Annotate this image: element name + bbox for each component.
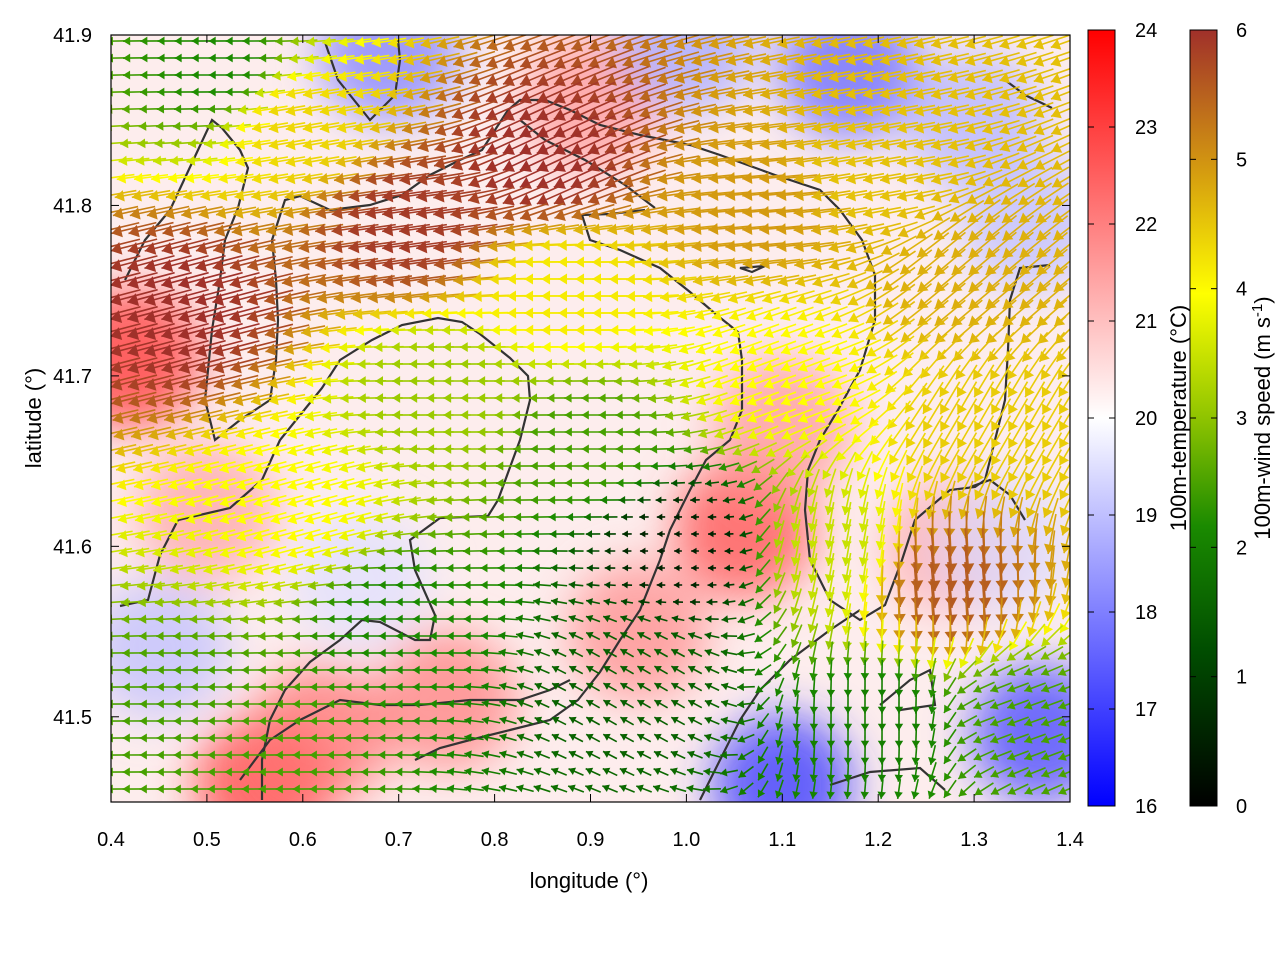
wind-arrow-head [101, 156, 110, 166]
wind-arrow-head [97, 429, 108, 441]
wind-arrow-head [105, 88, 112, 97]
wind-arrow-head [101, 513, 110, 523]
wind-arrow-head [95, 225, 106, 237]
wind-arrow-head [103, 139, 111, 149]
wind-arrow-head [94, 276, 106, 289]
temperature-patch [89, 579, 229, 719]
wind-arrow-head [96, 412, 107, 424]
wind-arrow-head [93, 293, 105, 306]
temperature-patch [568, 562, 708, 702]
wind-arrow-head [98, 446, 108, 457]
wind-arrow-head [96, 207, 107, 219]
wind-arrow-head [101, 530, 110, 540]
temperature-patch [779, 0, 919, 139]
wind-arrow-head [94, 378, 105, 391]
temperature-patch [962, 152, 1102, 292]
wind-arrow-head [100, 479, 110, 490]
wind-arrow-head [94, 259, 106, 272]
wind-arrow-head [106, 71, 113, 80]
wind-arrow-head [95, 395, 106, 407]
wind-arrow-head [94, 344, 106, 357]
temperature-patch [712, 357, 852, 497]
temperature-patch [252, 664, 392, 804]
wind-arrow-head [93, 327, 105, 340]
wind-arrow-head [100, 173, 109, 184]
wind-arrow-head [106, 37, 113, 46]
wind-arrow-head [100, 496, 110, 507]
wind-arrow-head [94, 242, 105, 255]
wind-arrow-head [93, 310, 105, 323]
wind-arrow-head [99, 462, 109, 473]
wind-arrow-head [98, 190, 108, 201]
wind-arrow-head [106, 54, 113, 63]
plot-area [60, 0, 1111, 855]
wind-arrow-head [94, 361, 106, 374]
